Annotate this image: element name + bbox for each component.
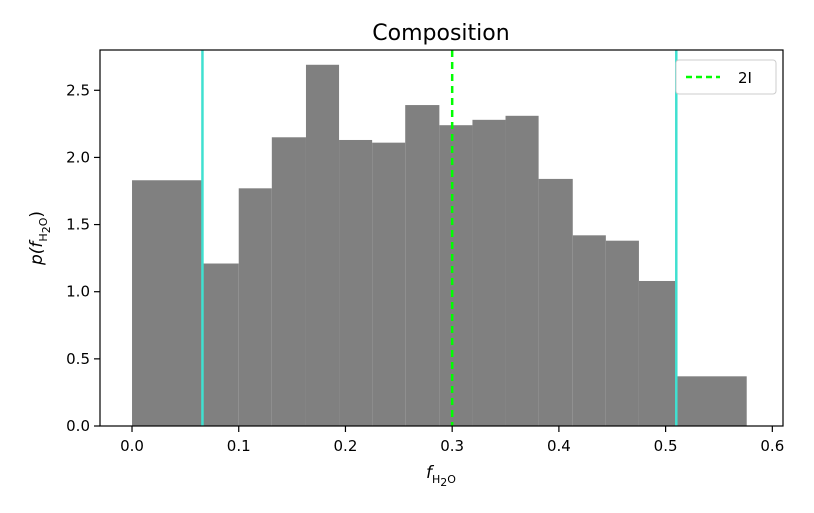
y-tick-label-5: 2.5	[66, 81, 90, 99]
histogram-bar-4	[305, 64, 340, 427]
x-tick-label-5: 0.5	[654, 437, 678, 455]
reference-lines	[201, 50, 678, 426]
legend: 2I	[675, 59, 777, 95]
x-tick-label-6: 0.6	[760, 437, 784, 455]
histogram-bar-2	[238, 188, 272, 426]
histogram-bars	[132, 64, 747, 427]
y-axis-ticks: 0.0 0.5 1.0 1.5 2.0 2.5	[66, 81, 100, 435]
histogram-bar-10	[505, 115, 539, 427]
legend-label-2i: 2I	[738, 69, 752, 87]
histogram-bar-8	[439, 125, 473, 426]
histogram-bar-0	[132, 180, 203, 426]
histogram-bar-15	[676, 376, 747, 426]
x-tick-label-4: 0.4	[547, 437, 571, 455]
x-tick-label-0: 0.0	[120, 437, 144, 455]
histogram-bar-5	[339, 139, 373, 426]
histogram-bar-14	[638, 280, 677, 426]
chart-title: Composition	[372, 21, 509, 46]
histogram-bar-3	[271, 137, 306, 427]
y-tick-label-2: 1.0	[66, 283, 90, 301]
x-tick-label-3: 0.3	[440, 437, 464, 455]
histogram-bar-11	[538, 178, 573, 426]
y-tick-label-3: 1.5	[66, 216, 90, 234]
x-tick-label-1: 0.1	[227, 437, 251, 455]
y-tick-label-0: 0.0	[66, 417, 90, 435]
plot-frame	[99, 49, 784, 427]
x-axis-ticks: 0.0 0.1 0.2 0.3 0.4 0.5 0.6	[120, 426, 784, 455]
histogram-bar-7	[405, 105, 440, 427]
y-axis-label: p(fH2O)	[27, 211, 53, 266]
histogram-bar-12	[572, 235, 606, 426]
histogram-bar-13	[605, 240, 639, 426]
legend-box	[675, 59, 777, 95]
y-tick-label-1: 0.5	[66, 350, 90, 368]
histogram-bar-9	[472, 119, 506, 426]
histogram-bar-6	[372, 142, 406, 426]
y-tick-label-4: 2.0	[66, 148, 90, 166]
histogram-bar-1	[202, 263, 239, 426]
x-tick-label-2: 0.2	[334, 437, 358, 455]
x-axis-label: fH2O	[426, 463, 456, 489]
